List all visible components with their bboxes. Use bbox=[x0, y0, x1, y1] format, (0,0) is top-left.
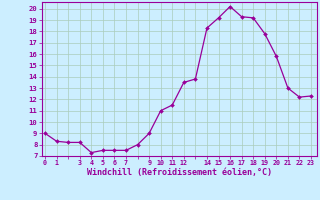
X-axis label: Windchill (Refroidissement éolien,°C): Windchill (Refroidissement éolien,°C) bbox=[87, 168, 272, 177]
